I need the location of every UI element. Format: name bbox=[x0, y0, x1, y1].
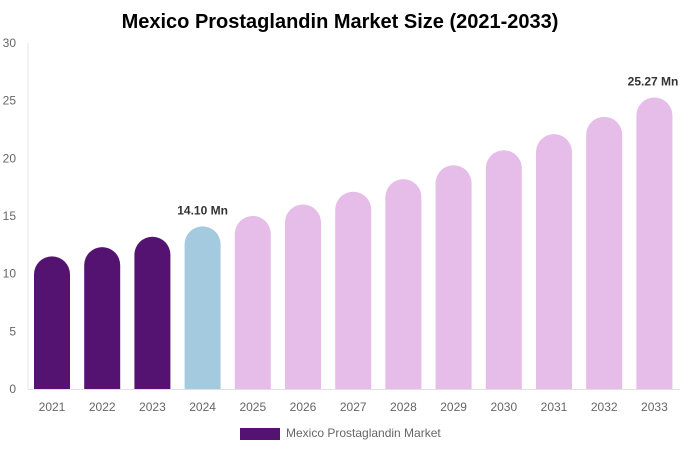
x-tick-label: 2030 bbox=[490, 400, 517, 414]
bar-2033 bbox=[636, 97, 673, 389]
y-tick-label: 30 bbox=[3, 36, 17, 50]
x-tick-label: 2023 bbox=[139, 400, 166, 414]
data-label: 25.27 Mn bbox=[628, 75, 679, 89]
x-tick-label: 2025 bbox=[239, 400, 266, 414]
y-tick-label: 15 bbox=[3, 209, 17, 223]
x-tick-label: 2032 bbox=[591, 400, 618, 414]
x-tick-label: 2028 bbox=[390, 400, 417, 414]
y-tick-label: 25 bbox=[3, 94, 17, 108]
bar-2031 bbox=[536, 134, 572, 389]
x-tick-label: 2022 bbox=[89, 400, 116, 414]
y-tick-label: 0 bbox=[9, 382, 16, 396]
bar-2026 bbox=[285, 204, 321, 389]
chart-title: Mexico Prostaglandin Market Size (2021-2… bbox=[122, 11, 559, 33]
x-tick-label: 2024 bbox=[189, 400, 216, 414]
bar-2024 bbox=[184, 226, 221, 389]
x-tick-label: 2027 bbox=[340, 400, 367, 414]
bar-2032 bbox=[586, 116, 623, 389]
bar-2028 bbox=[385, 179, 422, 389]
bar-2027 bbox=[335, 191, 372, 389]
bar-2022 bbox=[84, 247, 121, 389]
x-tick-label: 2029 bbox=[440, 400, 467, 414]
x-tick-label: 2031 bbox=[541, 400, 568, 414]
bar-2025 bbox=[234, 216, 271, 389]
y-tick-label: 5 bbox=[9, 324, 16, 338]
legend-label: Mexico Prostaglandin Market bbox=[286, 426, 441, 440]
x-tick-label: 2021 bbox=[39, 400, 66, 414]
legend: Mexico Prostaglandin Market bbox=[240, 426, 441, 440]
x-tick-label: 2026 bbox=[290, 400, 317, 414]
x-tick-label: 2033 bbox=[641, 400, 668, 414]
bar-2030 bbox=[485, 150, 522, 389]
bar-2021 bbox=[34, 256, 70, 389]
y-tick-label: 20 bbox=[3, 151, 17, 165]
y-tick-label: 10 bbox=[3, 267, 17, 281]
bar-2023 bbox=[134, 236, 171, 389]
bar-2029 bbox=[435, 165, 472, 389]
data-label: 14.10 Mn bbox=[177, 203, 228, 217]
legend-swatch bbox=[240, 428, 280, 440]
